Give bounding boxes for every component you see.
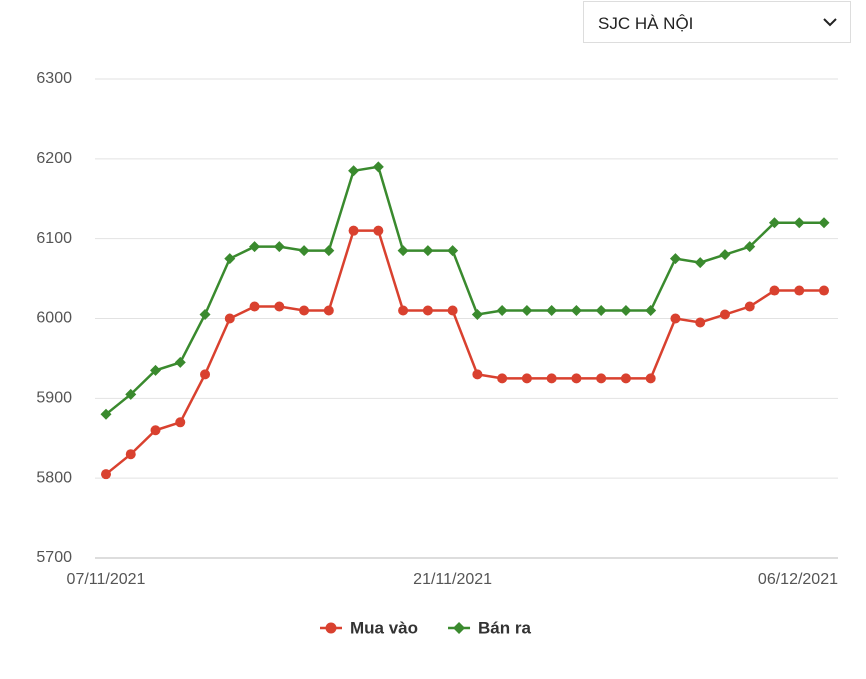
point [769,285,780,296]
point [819,285,829,296]
point [323,305,334,316]
series-line [105,165,824,416]
point [224,313,235,324]
point [299,305,310,316]
point [620,305,632,317]
point [596,373,607,384]
point [595,305,607,317]
point [497,373,508,384]
point [249,301,260,312]
point [645,373,656,384]
chevron [823,18,837,27]
point [150,364,162,376]
legend-item: Mua vào [320,618,418,637]
point [150,425,161,436]
point [447,245,459,257]
point [496,305,508,317]
point [174,356,186,368]
point [472,369,483,380]
point [398,305,409,316]
point [397,245,409,257]
x-tick-label: 07/11/2021 [67,571,146,588]
point [794,285,805,296]
point [372,161,384,173]
y-tick-label: 5800 [36,469,72,486]
point [521,373,532,384]
point [645,305,657,317]
point [274,301,285,312]
point [348,225,359,236]
point [669,253,681,265]
point [768,217,780,229]
point [249,241,261,253]
legend-label: Mua vào [350,618,418,637]
point [744,301,755,312]
point [175,417,186,428]
point [422,305,433,316]
point [273,241,285,253]
point [694,257,706,269]
point [199,309,211,321]
point [422,245,434,257]
y-tick-label: 5700 [36,549,72,566]
point [670,313,681,324]
point [744,241,756,253]
point [224,253,236,265]
point [348,165,360,177]
point [125,449,136,460]
y-tick-label: 6300 [36,70,72,87]
y-tick-label: 5900 [36,390,72,407]
dropdown-label: SJC HÀ NỘI [598,14,694,33]
point [546,373,557,384]
point [323,245,335,257]
point [620,373,631,384]
point [695,317,706,328]
point [818,217,830,229]
x-tick-label: 06/12/2021 [758,571,838,588]
point [571,373,582,384]
legend-item: Bán ra [448,618,531,637]
y-tick-label: 6100 [36,230,72,247]
point [719,309,730,320]
point [521,305,533,317]
point [125,388,137,400]
point [373,225,384,236]
legend-label: Bán ra [478,618,531,637]
y-tick-label: 6000 [36,310,72,327]
point [298,245,310,257]
point [447,305,458,316]
x-tick-label: 21/11/2021 [413,571,492,588]
point [570,305,582,317]
series-line [105,229,824,476]
point [719,249,731,261]
y-tick-label: 6200 [36,150,72,167]
point [101,469,111,480]
point [471,309,483,321]
point [100,408,112,420]
point [200,369,211,380]
point [546,305,558,317]
dropdown[interactable]: SJC HÀ NỘI [583,1,851,43]
point [793,217,805,229]
legend-marker [453,622,466,634]
legend-marker [325,622,337,634]
